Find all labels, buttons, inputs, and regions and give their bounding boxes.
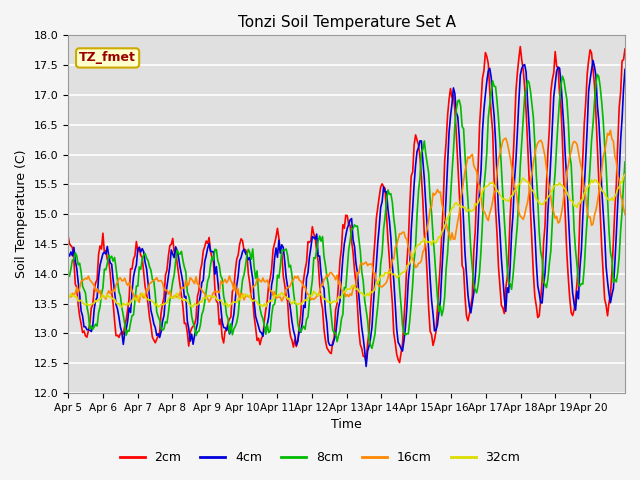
Y-axis label: Soil Temperature (C): Soil Temperature (C) <box>15 150 28 278</box>
Title: Tonzi Soil Temperature Set A: Tonzi Soil Temperature Set A <box>237 15 456 30</box>
Legend: 2cm, 4cm, 8cm, 16cm, 32cm: 2cm, 4cm, 8cm, 16cm, 32cm <box>115 446 525 469</box>
X-axis label: Time: Time <box>331 419 362 432</box>
Text: TZ_fmet: TZ_fmet <box>79 51 136 64</box>
